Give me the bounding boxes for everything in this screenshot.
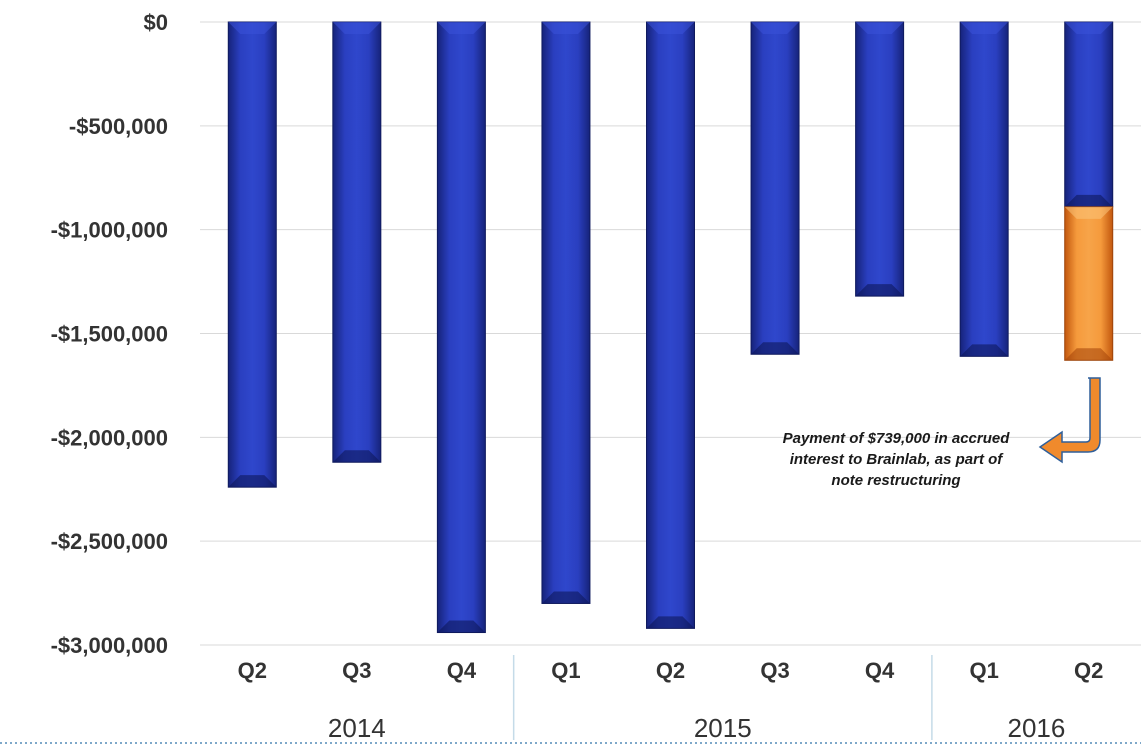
- x-tick-label: Q1: [969, 658, 998, 683]
- x-tick-label: Q3: [760, 658, 789, 683]
- bar-bevel-top: [332, 22, 381, 34]
- x-tick-label: Q2: [238, 658, 267, 683]
- bar-bevel-bottom: [1064, 194, 1113, 207]
- bar-bevel-bottom: [437, 620, 486, 633]
- x-tick-label: Q2: [1074, 658, 1103, 683]
- bar: [227, 21, 277, 488]
- x-tick-label: Q2: [656, 658, 685, 683]
- bar-bevel-top: [751, 22, 800, 34]
- bar-bevel-bottom: [751, 342, 800, 355]
- bar-bevel-bottom: [646, 616, 695, 629]
- annotation-text: Payment of $739,000 in accrued interest …: [738, 428, 1054, 491]
- bar-bevel-bottom: [541, 591, 590, 604]
- bar-bevel-top: [1064, 22, 1113, 34]
- bar: [855, 21, 905, 297]
- bar: [541, 21, 591, 604]
- bar-bevel-bottom: [332, 450, 381, 463]
- bar: [332, 21, 382, 463]
- bar-bevel-bottom: [228, 475, 277, 488]
- x-tick-label: Q4: [447, 658, 477, 683]
- curved-arrow: [1038, 377, 1101, 464]
- y-tick-label: $0: [144, 10, 168, 35]
- year-label: 2015: [694, 713, 752, 743]
- bar-segment-payment: [1064, 206, 1114, 361]
- y-tick-label: -$500,000: [69, 114, 168, 139]
- bar: [959, 21, 1009, 357]
- bars: [227, 21, 1114, 634]
- bar: [646, 21, 695, 629]
- bar-bevel-top: [1064, 206, 1113, 219]
- bar-bevel-bottom: [855, 284, 904, 297]
- year-label: 2016: [1008, 713, 1066, 743]
- y-axis: $0 -$500,000 -$1,000,000 -$1,500,000 -$2,000…: [51, 10, 168, 658]
- y-tick-label: -$2,000,000: [51, 425, 168, 450]
- bar: [750, 21, 800, 355]
- x-tick-label: Q1: [551, 658, 580, 683]
- annotation-arrow: [1038, 377, 1101, 464]
- annotation-line: Payment of $739,000 in accrued: [782, 430, 1010, 447]
- annotation-line: interest to Brainlab, as part of: [789, 451, 1003, 468]
- bar-bevel-bottom: [960, 344, 1009, 357]
- bar-bevel-top: [646, 22, 695, 34]
- x-axis: Q2 Q3 Q4 Q1 Q2 Q3 Q4 Q1 Q2 2014 2015 2016: [0, 655, 1141, 744]
- bar-bevel-top: [437, 22, 486, 34]
- y-tick-label: -$1,500,000: [51, 322, 168, 347]
- year-label: 2014: [328, 713, 386, 743]
- bar-bevel-top: [228, 22, 277, 34]
- bar: [436, 21, 486, 634]
- bar-bevel-top: [960, 22, 1009, 34]
- bar-bevel-top: [541, 22, 590, 34]
- y-tick-label: -$2,500,000: [51, 529, 168, 554]
- bar-bevel-top: [855, 22, 904, 34]
- x-tick-label: Q3: [342, 658, 371, 683]
- annotation-line: note restructuring: [831, 472, 961, 489]
- x-tick-label: Q4: [865, 658, 895, 683]
- bar-bevel-bottom: [1064, 348, 1113, 361]
- y-tick-label: -$1,000,000: [51, 218, 168, 243]
- bar: [1064, 21, 1114, 208]
- y-tick-label: -$3,000,000: [51, 633, 168, 658]
